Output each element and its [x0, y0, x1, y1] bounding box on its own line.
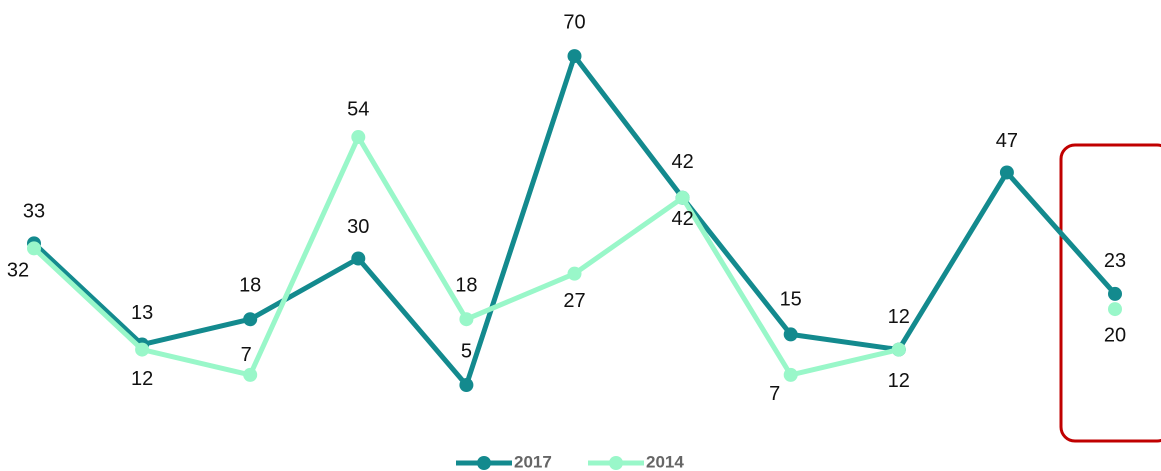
point [459, 378, 474, 392]
data-label: 27 [563, 290, 585, 312]
highlight-box [1059, 143, 1161, 443]
series-line [34, 137, 1115, 375]
point [351, 130, 366, 145]
point [351, 251, 366, 266]
data-label: 47 [996, 130, 1018, 152]
data-label: 15 [780, 289, 802, 311]
point [27, 241, 41, 256]
series-line [32, 53, 1117, 388]
data-label: 18 [239, 275, 261, 297]
point [243, 312, 258, 327]
legend-label: 2014 [646, 452, 684, 471]
data-label: 20 [1104, 324, 1126, 346]
point [783, 327, 798, 342]
data-label: 18 [455, 275, 477, 297]
data-label: 70 [563, 11, 585, 33]
point [243, 367, 258, 382]
data-label: 12 [131, 368, 153, 390]
data-label: 42 [671, 208, 693, 230]
data-label: 30 [347, 216, 369, 238]
data-label: 32 [7, 260, 29, 282]
point [1108, 286, 1122, 301]
data-label: 54 [347, 98, 369, 120]
point [567, 266, 582, 281]
point [135, 342, 150, 357]
data-label: 12 [888, 306, 910, 328]
point [999, 165, 1014, 180]
point [783, 367, 798, 382]
data-label: 5 [461, 340, 472, 362]
legend-marker [609, 456, 623, 470]
data-label: 7 [769, 383, 780, 405]
point [675, 190, 690, 205]
legend-marker [477, 456, 491, 470]
point [1108, 302, 1122, 317]
legend-label: 2017 [514, 452, 552, 471]
data-label: 42 [671, 151, 693, 173]
data-label: 7 [241, 344, 252, 366]
data-label: 13 [131, 302, 153, 324]
data-label: 33 [23, 201, 45, 223]
point [459, 312, 474, 327]
data-label: 12 [888, 370, 910, 392]
data-label: 23 [1104, 250, 1126, 272]
point [891, 342, 906, 357]
point [567, 49, 582, 64]
